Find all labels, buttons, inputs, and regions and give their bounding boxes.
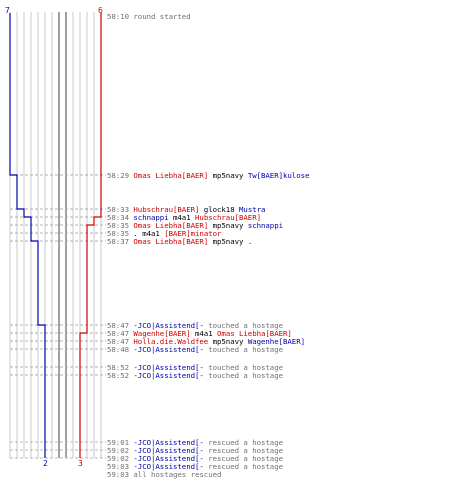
- event-row: 58:47 Holla.die.Waldfee mp5navy Wagenhe[…: [107, 337, 305, 346]
- event-row: 58:35 . m4a1 [BAER]minator: [107, 229, 221, 238]
- event-time: 58:29: [107, 171, 134, 180]
- event-row: 59:03 all hostages rescued: [107, 470, 221, 479]
- event-time: 59:03: [107, 470, 134, 479]
- event-row: 58:10 round started: [107, 12, 191, 21]
- event-time: 58:35: [107, 221, 134, 230]
- event-text: -JCO|Assistend[-: [133, 462, 204, 471]
- score-label-red-bottom: 3: [78, 459, 83, 468]
- event-text: Hubschrau[BAER]: [195, 213, 262, 222]
- event-text: .: [133, 229, 138, 238]
- event-time: 59:02: [107, 446, 134, 455]
- event-row: 58:33 Hubschrau[BAER] glock18 Mustra: [107, 205, 265, 214]
- event-time: 58:37: [107, 237, 134, 246]
- event-text: .: [247, 237, 253, 246]
- event-time: 58:35: [107, 229, 134, 238]
- event-text: m4a1: [137, 229, 165, 238]
- score-label-blue-top: 7: [5, 6, 10, 15]
- event-time: 58:10: [107, 12, 134, 21]
- event-row: 59:02 -JCO|Assistend[- rescued a hostage: [107, 454, 283, 463]
- event-text: rescued a hostage: [203, 438, 284, 447]
- event-time: 58:47: [107, 321, 134, 330]
- event-time: 58:47: [107, 337, 134, 346]
- event-time: 59:01: [107, 438, 134, 447]
- event-text: mp5navy: [208, 171, 248, 180]
- event-row: 58:47 Wagenhe[BAER] m4a1 Omas Liebha[BAE…: [107, 329, 292, 338]
- event-text: Wagenhe[BAER]: [247, 337, 306, 346]
- event-text: [BAER]minator: [164, 229, 222, 238]
- event-text: Holla.die.Waldfee: [133, 337, 209, 346]
- score-label-red-top: 6: [98, 6, 103, 15]
- event-row: 58:37 Omas Liebha[BAER] mp5navy .: [107, 237, 252, 246]
- event-row: 58:52 -JCO|Assistend[- touched a hostage: [107, 371, 283, 380]
- event-text: schnappi: [247, 221, 284, 230]
- event-text: touched a hostage: [203, 345, 284, 354]
- event-text: -JCO|Assistend[-: [133, 371, 204, 380]
- event-text: glock18: [199, 205, 240, 214]
- event-text: touched a hostage: [203, 321, 284, 330]
- event-row: 59:01 -JCO|Assistend[- rescued a hostage: [107, 438, 283, 447]
- event-text: rescued a hostage: [203, 454, 284, 463]
- event-row: 58:47 -JCO|Assistend[- touched a hostage: [107, 321, 283, 330]
- event-row: 58:34 schnappi m4a1 Hubschrau[BAER]: [107, 213, 261, 222]
- event-text: rescued a hostage: [203, 446, 284, 455]
- event-time: 58:33: [107, 205, 134, 214]
- red-team-line: [79, 13, 102, 458]
- event-row: 59:02 -JCO|Assistend[- rescued a hostage: [107, 446, 283, 455]
- event-row: 58:48 -JCO|Assistend[- touched a hostage: [107, 345, 283, 354]
- event-text: -JCO|Assistend[-: [133, 363, 204, 372]
- event-text: Omas Liebha[BAER]: [133, 171, 209, 180]
- event-text: all hostages rescued: [133, 470, 222, 479]
- event-time: 58:52: [107, 371, 134, 380]
- event-text: mp5navy: [208, 221, 248, 230]
- event-text: touched a hostage: [203, 371, 284, 380]
- event-text: touched a hostage: [203, 363, 284, 372]
- event-text: -JCO|Assistend[-: [133, 345, 204, 354]
- event-text: rescued a hostage: [203, 462, 284, 471]
- event-text: Hubschrau[BAER]: [133, 205, 200, 214]
- event-text: m4a1: [190, 329, 218, 338]
- event-time: 58:52: [107, 363, 134, 372]
- event-time: 58:47: [107, 329, 134, 338]
- event-text: Omas Liebha[BAER]: [217, 329, 292, 338]
- event-row: 58:29 Omas Liebha[BAER] mp5navy Tw[BAER]…: [107, 171, 309, 180]
- event-row: 59:03 -JCO|Assistend[- rescued a hostage: [107, 462, 283, 471]
- event-time: 58:34: [107, 213, 134, 222]
- event-text: -JCO|Assistend[-: [133, 446, 204, 455]
- event-text: Tw[BAER]kulose: [247, 171, 310, 180]
- event-time: 58:48: [107, 345, 134, 354]
- event-text: m4a1: [168, 213, 196, 222]
- blue-team-line: [9, 13, 46, 458]
- event-text: -JCO|Assistend[-: [133, 454, 204, 463]
- event-text: Omas Liebha[BAER]: [133, 221, 209, 230]
- event-text: -JCO|Assistend[-: [133, 321, 204, 330]
- event-text: mp5navy: [208, 237, 248, 246]
- event-row: 58:35 Omas Liebha[BAER] mp5navy schnappi: [107, 221, 283, 230]
- event-text: round started: [133, 12, 191, 21]
- event-text: -JCO|Assistend[-: [133, 438, 204, 447]
- event-text: schnappi: [133, 213, 169, 222]
- event-row: 58:52 -JCO|Assistend[- touched a hostage: [107, 363, 283, 372]
- event-time: 59:03: [107, 462, 134, 471]
- event-text: Omas Liebha[BAER]: [133, 237, 209, 246]
- score-label-blue-bottom: 2: [43, 459, 48, 468]
- event-text: mp5navy: [208, 337, 248, 346]
- event-time: 59:02: [107, 454, 134, 463]
- event-text: Wagenhe[BAER]: [133, 329, 191, 338]
- event-text: Mustra: [239, 205, 266, 214]
